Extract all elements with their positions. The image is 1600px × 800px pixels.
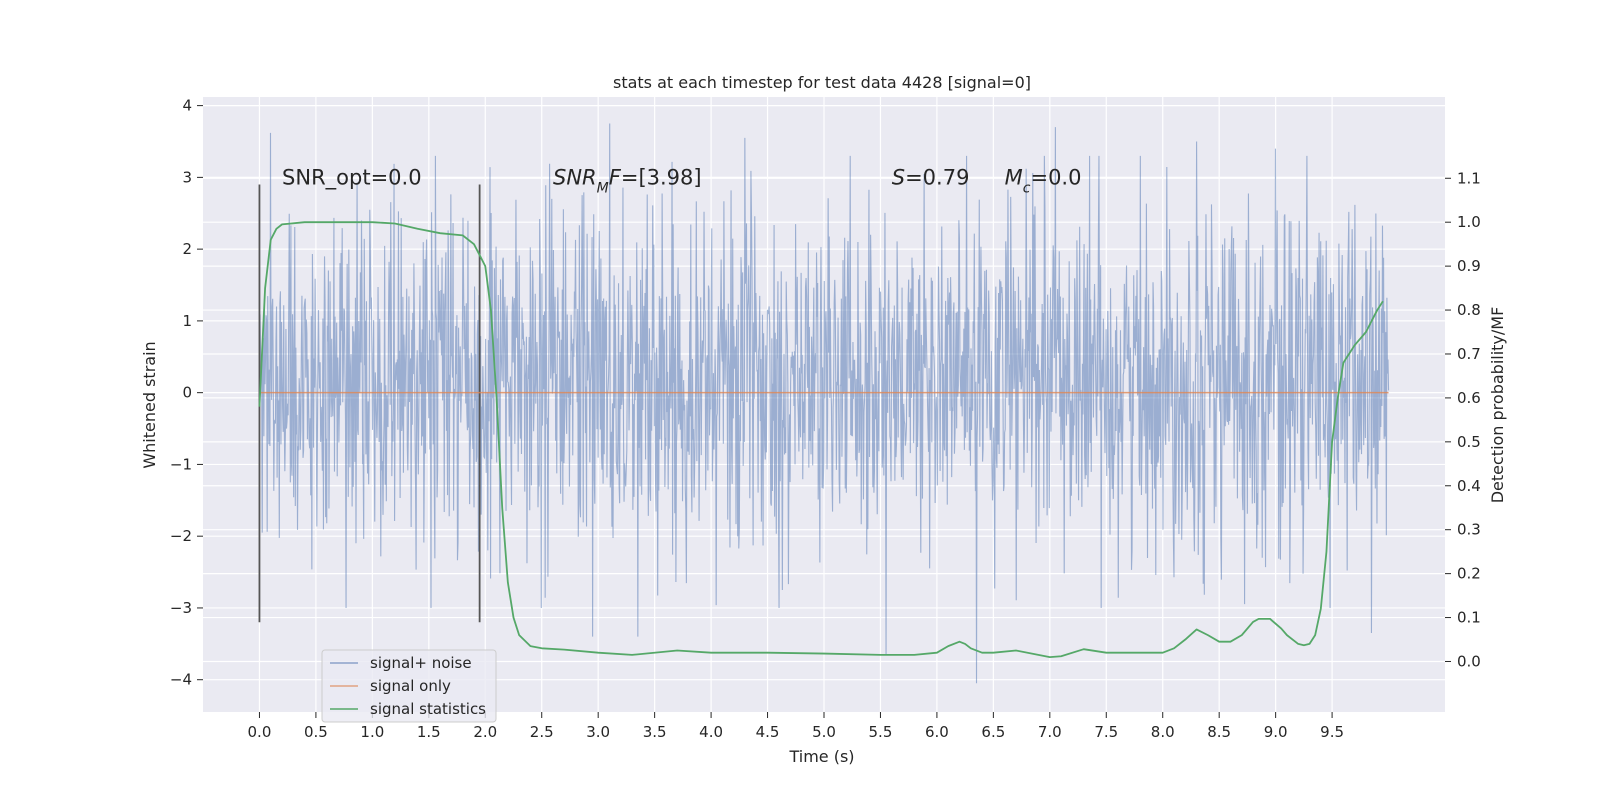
x-tick-label: 6.0 bbox=[925, 723, 949, 741]
annotations: SNR_opt=0.0 SNRMF=[3.98] S=0.79 Mc=0.0 bbox=[282, 165, 1081, 196]
y-tick-label: −4 bbox=[170, 671, 192, 689]
annotation-2-math: S bbox=[892, 165, 905, 189]
x-tick-label: 0.0 bbox=[248, 723, 272, 741]
legend-label-signal-plus-noise: signal+ noise bbox=[370, 654, 472, 672]
annotation-1-sub: M bbox=[597, 180, 609, 196]
x-tick-label: 3.0 bbox=[586, 723, 610, 741]
annotation-3-sub: c bbox=[1023, 180, 1031, 196]
y-right-tick-label: 0.0 bbox=[1457, 652, 1481, 670]
x-tick-label: 8.5 bbox=[1207, 723, 1231, 741]
legend: signal+ noise signal only signal statist… bbox=[321, 649, 497, 723]
x-tick-label: 0.5 bbox=[304, 723, 328, 741]
legend-box bbox=[321, 649, 497, 723]
y-right-tick-label: 0.3 bbox=[1457, 521, 1481, 539]
y-tick-label: 1 bbox=[182, 312, 192, 330]
y-right-axis-label: Detection probability/MF bbox=[1488, 307, 1507, 504]
x-tick-label: 4.0 bbox=[699, 723, 723, 741]
y-right-tick-label: 0.2 bbox=[1457, 565, 1481, 583]
annotation-3-rest: =0.0 bbox=[1030, 165, 1081, 189]
y-tick-label: −2 bbox=[170, 527, 192, 545]
ticks: 0.0 0.5 1.0 1.5 2.0 2.5 3.0 3.5 4.0 4.5 5.0 5.5 6.0 6… bbox=[170, 97, 1481, 741]
annotation-1-math2: F bbox=[609, 165, 622, 189]
signal-plus-noise-line bbox=[258, 123, 1390, 684]
x-tick-label: 2.5 bbox=[530, 723, 554, 741]
x-tick-label: 7.0 bbox=[1038, 723, 1062, 741]
x-tick-label: 3.5 bbox=[643, 723, 667, 741]
series-signal-plus-noise bbox=[258, 123, 1390, 684]
y-tick-label: 2 bbox=[182, 240, 192, 258]
x-tick-label: 9.5 bbox=[1320, 723, 1344, 741]
y-right-tick-label: 0.8 bbox=[1457, 301, 1481, 319]
annotation-2: S=0.79 bbox=[892, 165, 970, 189]
x-tick-label: 4.5 bbox=[756, 723, 780, 741]
annotation-0-text: SNR_opt=0.0 bbox=[282, 165, 422, 190]
x-axis-label: Time (s) bbox=[788, 747, 854, 766]
annotation-0: SNR_opt=0.0 bbox=[282, 165, 422, 190]
y-right-tick-label: 0.9 bbox=[1457, 257, 1481, 275]
x-tick-label: 8.0 bbox=[1151, 723, 1175, 741]
y-right-tick-label: 0.4 bbox=[1457, 477, 1481, 495]
series-lines bbox=[258, 221, 1389, 658]
y-right-tick-label: 1.1 bbox=[1457, 169, 1481, 187]
x-tick-label: 7.5 bbox=[1094, 723, 1118, 741]
annotation-3-math: M bbox=[1005, 165, 1023, 189]
y-right-tick-label: 0.7 bbox=[1457, 345, 1481, 363]
signal-statistics-line bbox=[258, 221, 1384, 658]
annotation-1-rest: =[3.98] bbox=[621, 165, 702, 189]
y-tick-label: 4 bbox=[182, 97, 192, 115]
y-right-tick-label: 0.6 bbox=[1457, 389, 1481, 407]
legend-label-signal-only: signal only bbox=[370, 677, 451, 695]
x-tick-label: 9.0 bbox=[1264, 723, 1288, 741]
annotation-2-rest: =0.79 bbox=[905, 165, 969, 189]
x-tick-label: 1.0 bbox=[360, 723, 384, 741]
chart-title: stats at each timestep for test data 442… bbox=[613, 73, 1031, 92]
annotation-1-math: SNR bbox=[553, 165, 597, 189]
legend-label-signal-statistics: signal statistics bbox=[370, 700, 486, 718]
y-right-tick-label: 1.0 bbox=[1457, 213, 1481, 231]
y-tick-label: −1 bbox=[170, 455, 192, 473]
x-tick-label: 2.0 bbox=[473, 723, 497, 741]
x-tick-label: 5.5 bbox=[869, 723, 893, 741]
annotation-1: SNRMF=[3.98] bbox=[553, 165, 702, 196]
y-tick-label: −3 bbox=[170, 599, 192, 617]
x-tick-label: 5.0 bbox=[812, 723, 836, 741]
y-axis-label: Whitened strain bbox=[140, 341, 159, 468]
annotation-3: Mc=0.0 bbox=[1005, 165, 1082, 196]
y-right-tick-label: 0.1 bbox=[1457, 609, 1481, 627]
x-tick-label: 1.5 bbox=[417, 723, 441, 741]
x-tick-label: 6.5 bbox=[981, 723, 1005, 741]
y-tick-label: 0 bbox=[182, 384, 192, 402]
y-tick-label: 3 bbox=[182, 168, 192, 186]
y-right-tick-label: 0.5 bbox=[1457, 433, 1481, 451]
